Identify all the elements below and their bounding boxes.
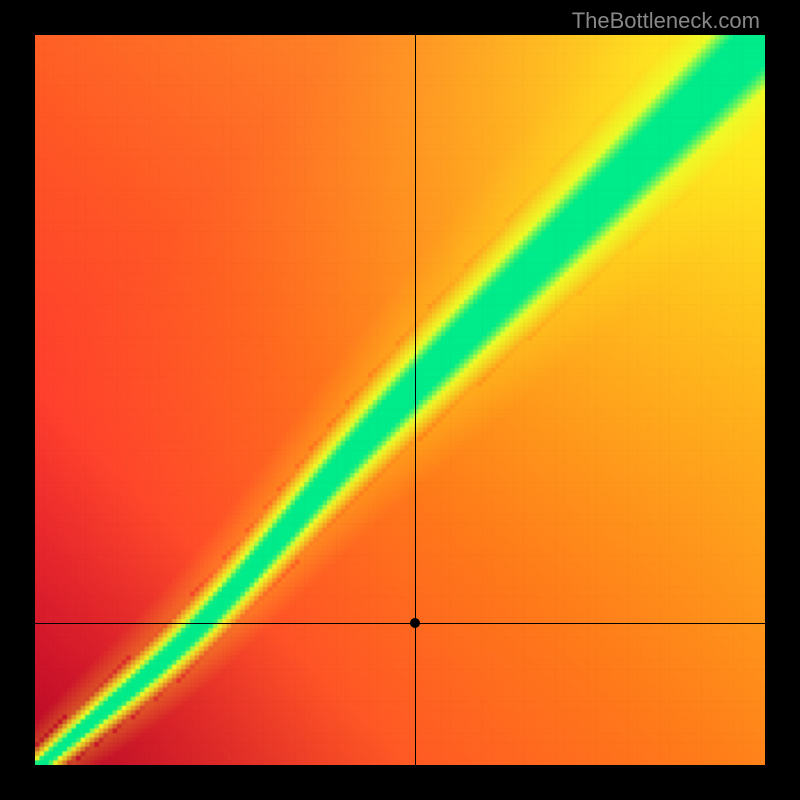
crosshair-point [410, 618, 420, 628]
watermark-text: TheBottleneck.com [572, 8, 760, 34]
heatmap-canvas [35, 35, 765, 765]
root: TheBottleneck.com [0, 0, 800, 800]
heatmap-plot [35, 35, 765, 765]
crosshair-vertical [415, 35, 416, 765]
crosshair-horizontal [35, 623, 765, 624]
